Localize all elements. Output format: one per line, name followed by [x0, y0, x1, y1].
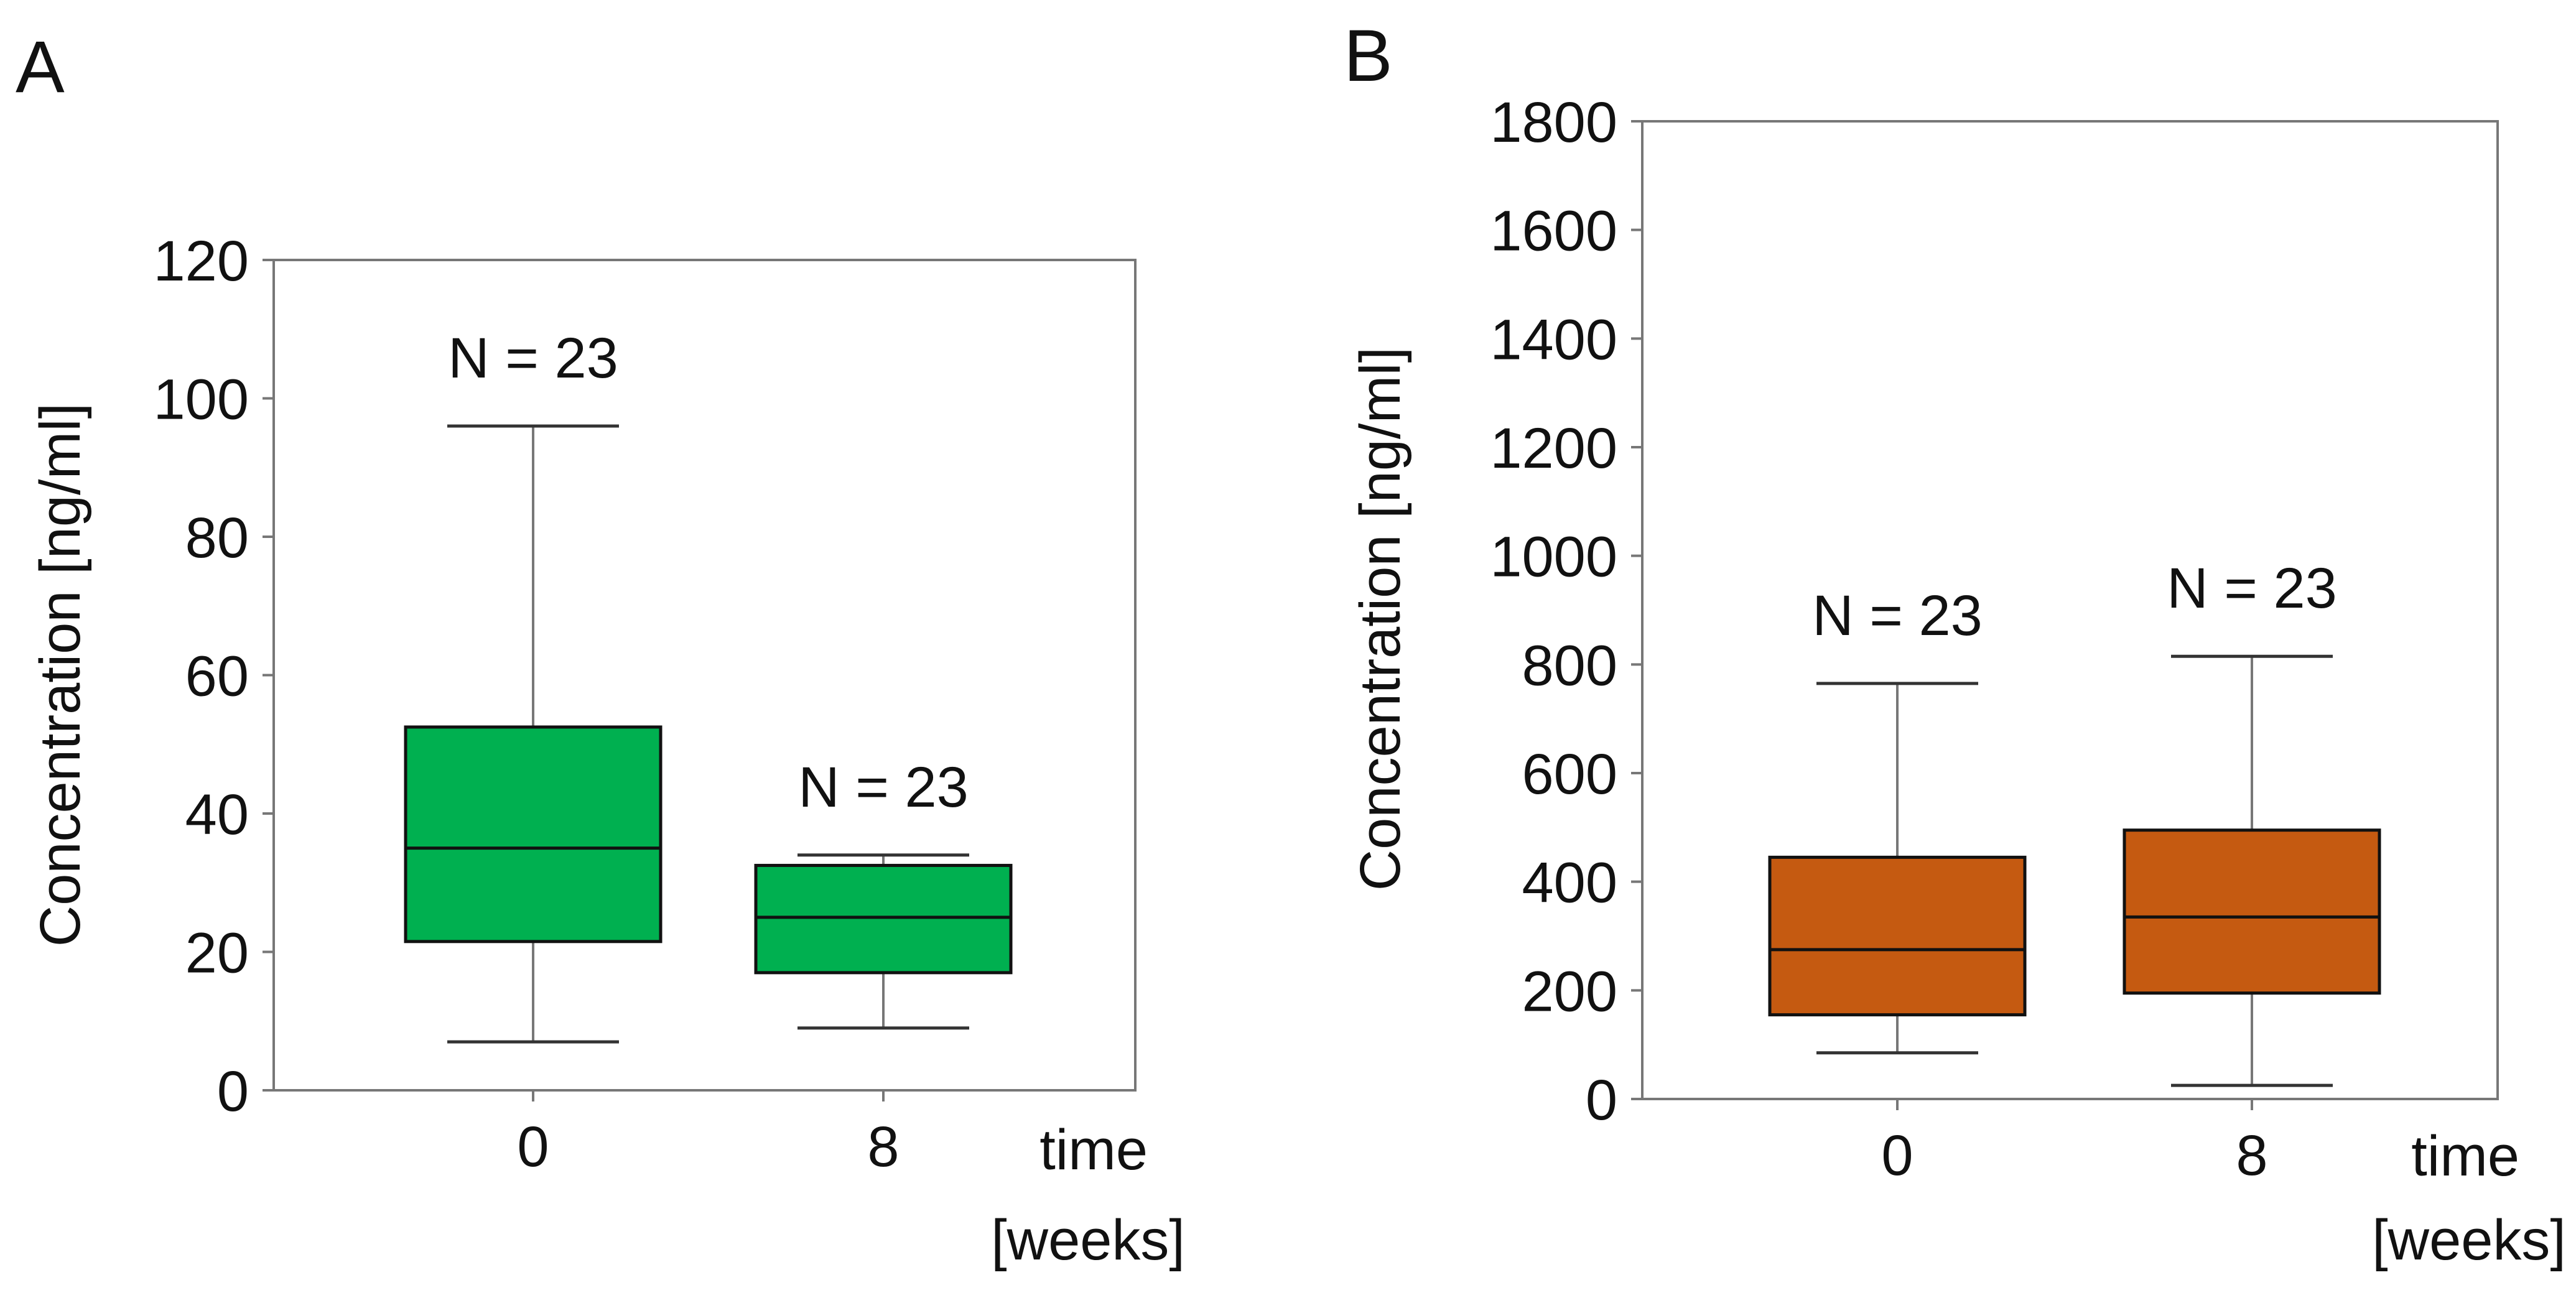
panel-a-y-tick-label: 100 [154, 368, 249, 432]
panel-b-y-tick-label: 800 [1522, 634, 1618, 697]
panel-b-box-0: N = 23 [1768, 584, 2027, 1055]
panel-a-y-tick-label: 60 [185, 645, 249, 708]
panel-a-y-tick-label: 120 [154, 230, 249, 293]
n-label: N = 23 [448, 327, 618, 390]
panel-b-plot-frame [1641, 120, 2499, 1100]
panel-a-y-tick-label: 0 [217, 1060, 249, 1123]
panel-b-x-tick-label: 0 [1881, 1124, 1913, 1187]
panel-a-box-8: N = 23 [754, 756, 1013, 1030]
panel-b: B 0 200 400 600 800 1000 1200 1400 1600 1800 N = … [1344, 15, 2566, 1272]
panel-a-y-axis-title: Concentration [ng/ml] [29, 403, 92, 947]
iqr-box [2123, 828, 2381, 995]
panel-b-x-axis-title-line1: time [2411, 1124, 2519, 1188]
iqr-box [404, 725, 663, 944]
panel-a-x-axis-title-line2: [weeks] [991, 1208, 1185, 1272]
panel-b-y-tick-label: 600 [1522, 743, 1618, 806]
panel-b-y-tick-label: 0 [1586, 1069, 1617, 1132]
panel-b-y-axis-title: Concentration [ng/ml] [1349, 347, 1412, 891]
panel-b-y-tick-label: 1400 [1490, 308, 1617, 371]
panel-b-y-tick-label: 200 [1522, 960, 1618, 1023]
panel-a-box-0: N = 23 [404, 327, 663, 1044]
panel-a-y-tick-label: 20 [185, 922, 249, 985]
panel-a-y-tick-label: 40 [185, 783, 249, 846]
n-label: N = 23 [1812, 584, 1983, 647]
panel-b-y-tick-label: 1000 [1490, 526, 1617, 589]
panel-a-y-axis: 0 20 40 60 80 100 120 [154, 230, 274, 1123]
panel-b-x-tick-label: 8 [2236, 1124, 2267, 1187]
iqr-box [754, 863, 1013, 975]
panel-b-label: B [1344, 15, 1393, 97]
panel-a-x-tick-label: 0 [517, 1115, 549, 1179]
iqr-box [1768, 855, 2027, 1017]
panel-b-y-tick-label: 1600 [1490, 200, 1617, 263]
panel-b-y-tick-label: 1200 [1490, 417, 1617, 480]
panel-a-x-tick-label: 8 [867, 1115, 899, 1179]
n-label: N = 23 [2167, 557, 2337, 620]
panel-b-y-axis: 0 200 400 600 800 1000 1200 1400 1600 1800 [1490, 91, 1642, 1132]
panel-a-x-axis-title-line1: time [1039, 1118, 1148, 1182]
panel-a-y-tick-label: 80 [185, 506, 249, 570]
panel-a-boxes: N = 23 N = 23 [404, 327, 1013, 1044]
panel-b-y-tick-label: 1800 [1490, 91, 1617, 154]
panel-b-x-axis-title-line2: [weeks] [2372, 1208, 2566, 1272]
n-label: N = 23 [798, 756, 969, 819]
panel-b-boxes: N = 23 N = 23 [1768, 557, 2381, 1087]
panel-b-box-8: N = 23 [2123, 557, 2381, 1087]
panel-a-label: A [16, 26, 65, 108]
panel-b-y-tick-label: 400 [1522, 851, 1618, 915]
